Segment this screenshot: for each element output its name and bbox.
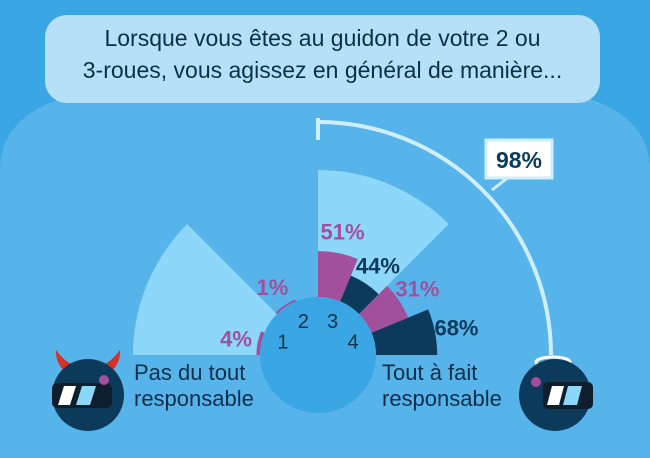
bar-3-series-1 (340, 275, 379, 314)
bracket-arc (317, 120, 553, 356)
bracket-label: 98% (496, 147, 542, 173)
bar-2-series-0 (275, 299, 296, 314)
label-fully-responsible: Tout à fait responsable (382, 360, 502, 412)
category-label-1: 1 (277, 331, 288, 353)
bar-4-series-1 (371, 309, 438, 355)
bar-3-series-0 (318, 251, 358, 302)
angel-helmet-icon (519, 355, 593, 431)
label-not-responsible-line-1: Pas du tout (134, 360, 246, 385)
bar-1-series-0 (256, 331, 265, 355)
center-hub (260, 297, 376, 413)
bar-4-series-0 (359, 285, 409, 333)
label-not-responsible-line-2: responsable (134, 386, 254, 411)
label-fully-responsible-line-2: responsable (382, 386, 502, 411)
bracket-label-box (484, 138, 554, 180)
data-label-44pct: 44% (356, 253, 400, 278)
base-wedge-1 (133, 224, 277, 355)
data-label-31pct: 31% (395, 277, 439, 302)
wedge-layer (133, 170, 503, 355)
question-text: Lorsque vous êtes au guidon de votre 2 o… (45, 22, 600, 86)
bracket: 98% (316, 118, 554, 356)
label-fully-responsible-line-1: Tout à fait (382, 360, 478, 385)
label-layer: 4% 1% 51% 31%44% 68% 12 34 (220, 220, 478, 354)
data-label-1pct: 1% (257, 275, 289, 300)
category-label-3: 3 (327, 311, 338, 333)
data-label-68pct: 68% (434, 315, 478, 340)
question-line-1: Lorsque vous êtes au guidon de votre 2 o… (104, 25, 541, 51)
label-not-responsible: Pas du tout responsable (134, 360, 254, 412)
devil-helmet-icon (52, 350, 124, 431)
data-label-4pct: 4% (220, 327, 252, 352)
base-wedge-2 (187, 170, 318, 314)
category-label-2: 2 (298, 311, 309, 333)
category-label-4: 4 (348, 331, 359, 353)
data-label-51pct: 51% (321, 220, 365, 245)
question-box (45, 15, 600, 103)
question-line-2: 3-roues, vous agissez en général de mani… (82, 57, 563, 83)
